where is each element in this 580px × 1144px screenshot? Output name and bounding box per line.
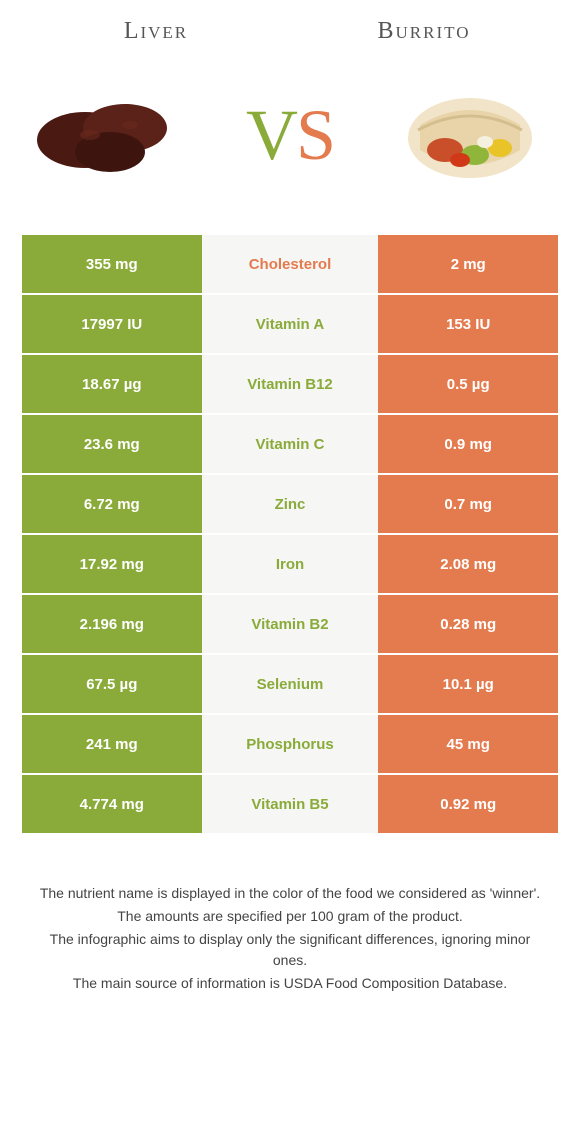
nutrient-name: Zinc [202, 475, 379, 533]
nutrient-name: Vitamin B12 [202, 355, 379, 413]
hero-row: VS [22, 75, 558, 195]
left-value: 355 mg [22, 235, 202, 293]
nutrient-name: Cholesterol [202, 235, 379, 293]
table-row: 241 mgPhosphorus45 mg [22, 715, 558, 775]
nutrient-name: Vitamin C [202, 415, 379, 473]
table-row: 6.72 mgZinc0.7 mg [22, 475, 558, 535]
table-row: 23.6 mgVitamin C0.9 mg [22, 415, 558, 475]
liver-image [30, 75, 190, 195]
left-food-title: Liver [22, 18, 290, 45]
nutrient-name: Vitamin B2 [202, 595, 379, 653]
burrito-image [390, 75, 550, 195]
right-value: 0.9 mg [378, 415, 558, 473]
nutrient-name: Vitamin B5 [202, 775, 379, 833]
nutrient-name: Iron [202, 535, 379, 593]
footer-line-3: The infographic aims to display only the… [32, 929, 548, 971]
vs-v: V [246, 94, 296, 177]
left-value: 67.5 µg [22, 655, 202, 713]
right-value: 45 mg [378, 715, 558, 773]
table-row: 355 mgCholesterol2 mg [22, 235, 558, 295]
nutrient-name: Vitamin A [202, 295, 379, 353]
comparison-table: 355 mgCholesterol2 mg17997 IUVitamin A15… [22, 235, 558, 835]
table-row: 17997 IUVitamin A153 IU [22, 295, 558, 355]
header: Liver Burrito [22, 18, 558, 45]
right-value: 0.92 mg [378, 775, 558, 833]
right-value: 2.08 mg [378, 535, 558, 593]
left-value: 6.72 mg [22, 475, 202, 533]
footer-line-2: The amounts are specified per 100 gram o… [32, 906, 548, 927]
right-food-title: Burrito [290, 18, 558, 45]
left-value: 18.67 µg [22, 355, 202, 413]
right-value: 10.1 µg [378, 655, 558, 713]
footer-notes: The nutrient name is displayed in the co… [22, 883, 558, 994]
left-value: 4.774 mg [22, 775, 202, 833]
table-row: 18.67 µgVitamin B120.5 µg [22, 355, 558, 415]
right-value: 153 IU [378, 295, 558, 353]
footer-line-1: The nutrient name is displayed in the co… [32, 883, 548, 904]
left-value: 2.196 mg [22, 595, 202, 653]
left-value: 17997 IU [22, 295, 202, 353]
right-value: 0.7 mg [378, 475, 558, 533]
right-value: 2 mg [378, 235, 558, 293]
table-row: 4.774 mgVitamin B50.92 mg [22, 775, 558, 835]
vs-label: VS [246, 94, 334, 177]
left-value: 241 mg [22, 715, 202, 773]
right-value: 0.5 µg [378, 355, 558, 413]
table-row: 17.92 mgIron2.08 mg [22, 535, 558, 595]
left-value: 23.6 mg [22, 415, 202, 473]
right-value: 0.28 mg [378, 595, 558, 653]
table-row: 67.5 µgSelenium10.1 µg [22, 655, 558, 715]
vs-s: S [296, 94, 334, 177]
nutrient-name: Phosphorus [202, 715, 379, 773]
left-value: 17.92 mg [22, 535, 202, 593]
nutrient-name: Selenium [202, 655, 379, 713]
footer-line-4: The main source of information is USDA F… [32, 973, 548, 994]
table-row: 2.196 mgVitamin B20.28 mg [22, 595, 558, 655]
